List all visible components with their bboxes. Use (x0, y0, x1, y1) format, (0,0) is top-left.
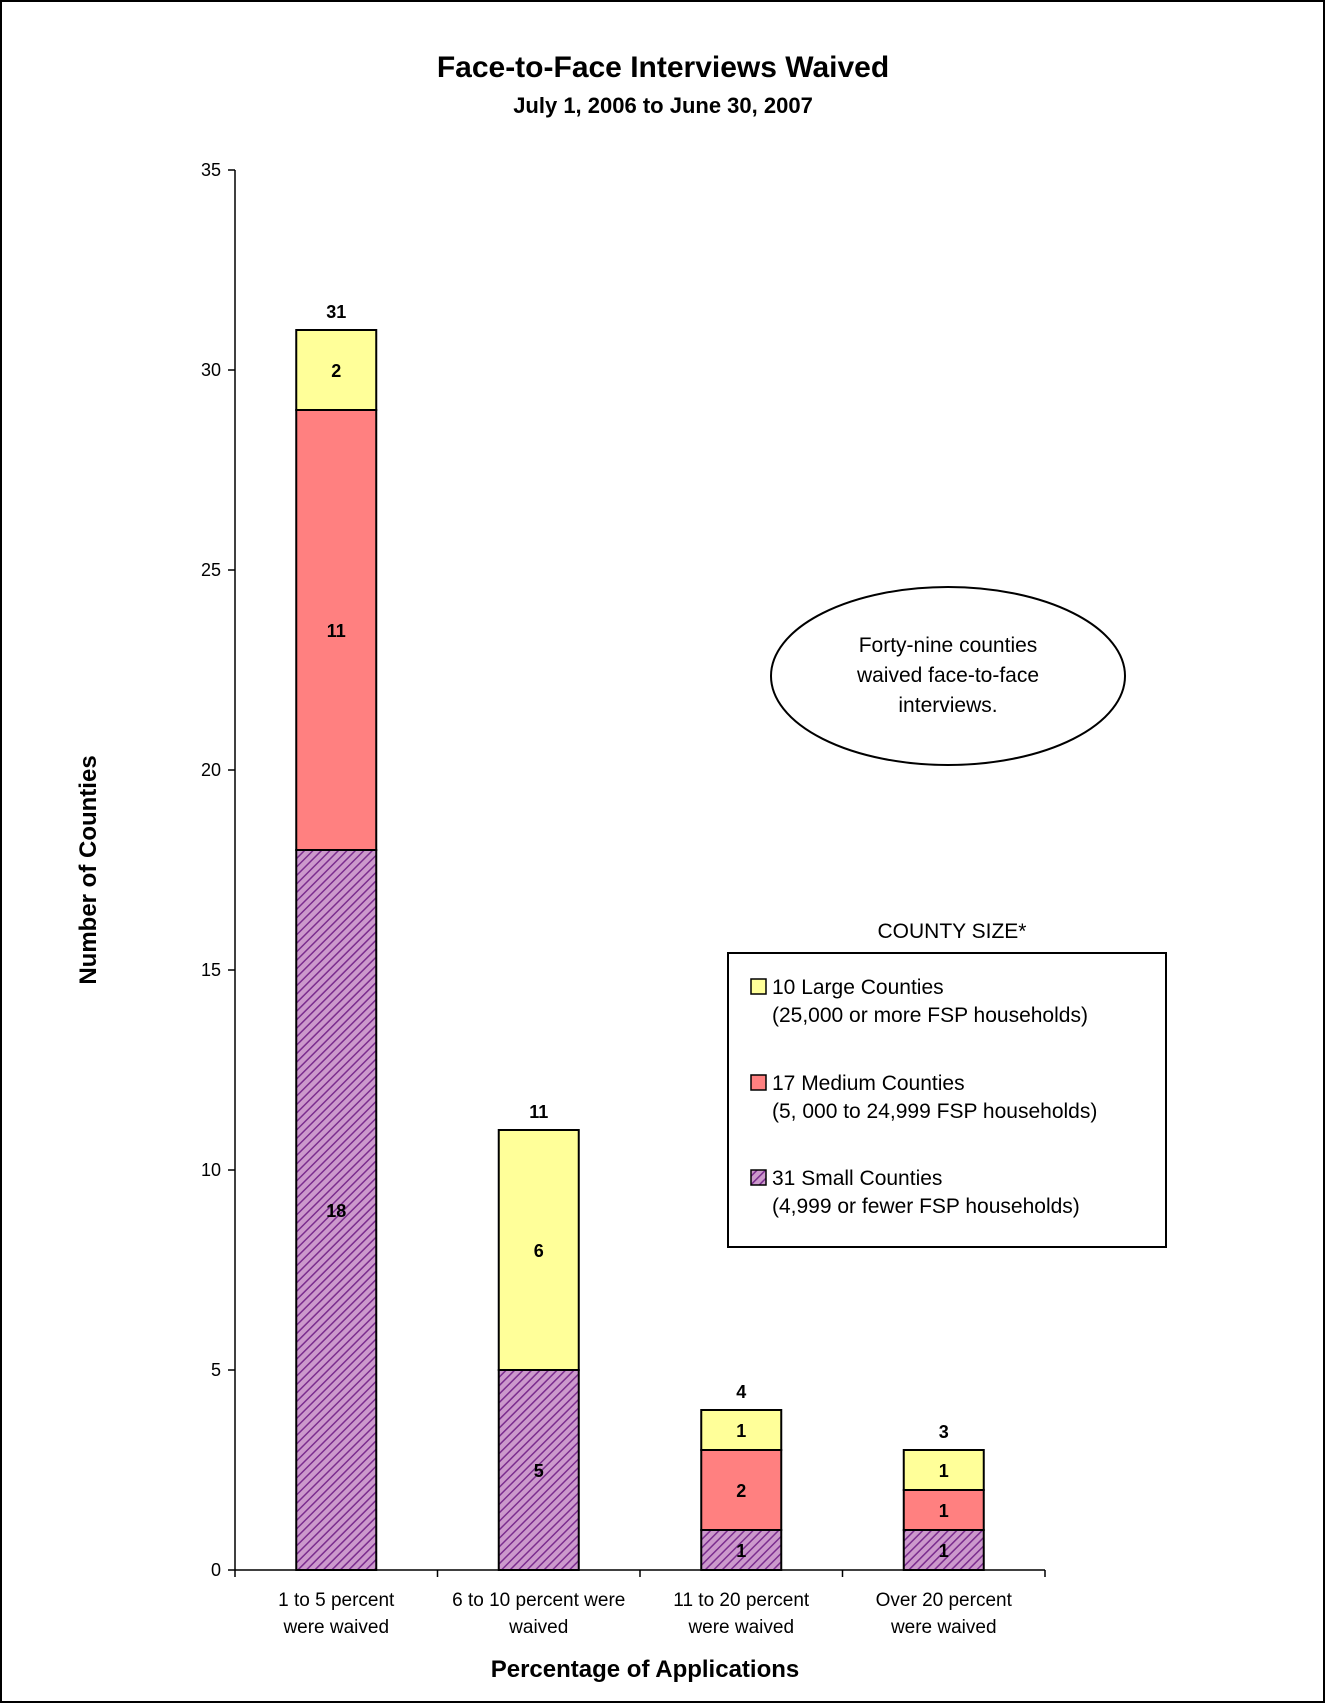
y-tick-label: 5 (211, 1360, 221, 1380)
data-label-large: 1 (736, 1421, 746, 1441)
bar-segment-small (902, 1529, 985, 1571)
x-category-label: were waived (890, 1617, 997, 1638)
data-label-medium: 11 (327, 621, 346, 641)
data-label-small: 1 (736, 1541, 746, 1561)
annotation-line-2: waived face-to-face (856, 664, 1039, 687)
y-axis-title: Number of Counties (75, 755, 102, 984)
bar-segment-small (700, 1529, 783, 1571)
y-tick-label: 20 (201, 760, 221, 780)
annotation-line-1: Forty-nine counties (859, 634, 1038, 657)
chart-subtitle: July 1, 2006 to June 30, 2007 (513, 93, 813, 118)
y-tick-label: 35 (201, 160, 221, 180)
y-tick-label: 30 (201, 360, 221, 380)
annotation-callout: Forty-nine counties waived face-to-face … (770, 586, 1126, 766)
x-category-label: 11 to 20 percent (673, 1590, 810, 1611)
legend-detail-small: (4,999 or fewer FSP households) (772, 1195, 1080, 1218)
data-label-medium: 1 (939, 1501, 949, 1521)
total-label: 4 (736, 1382, 746, 1402)
data-label-large: 2 (331, 361, 341, 381)
x-category-label: 1 to 5 percent (278, 1590, 395, 1611)
legend-title: COUNTY SIZE* (878, 920, 1027, 943)
total-label: 31 (326, 302, 346, 322)
data-label-small: 5 (534, 1461, 544, 1481)
bar-segment-large (497, 1129, 580, 1371)
y-tick-label: 15 (201, 960, 221, 980)
annotation-ellipse (770, 586, 1126, 766)
legend-label-large: 10 Large Counties (772, 976, 944, 999)
data-label-large: 1 (939, 1461, 949, 1481)
data-label-small: 18 (326, 1201, 346, 1221)
annotation-line-3: interviews. (898, 694, 997, 717)
legend-label-medium: 17 Medium Counties (772, 1072, 965, 1095)
legend-label-small: 31 Small Counties (772, 1167, 942, 1190)
x-category-label: were waived (687, 1617, 794, 1638)
bar-segment-large (700, 1409, 783, 1451)
x-axis-title: Percentage of Applications (491, 1656, 800, 1683)
bar-segment-small (497, 1369, 580, 1571)
y-tick-label: 10 (201, 1160, 221, 1180)
bar-segment-large (295, 329, 378, 411)
legend-swatch-large (750, 978, 767, 995)
total-label: 11 (529, 1102, 548, 1122)
bar-segment-medium (902, 1489, 985, 1531)
data-label-small: 1 (939, 1541, 949, 1561)
legend: 10 Large Counties (25,000 or more FSP ho… (727, 952, 1167, 1248)
legend-detail-large: (25,000 or more FSP households) (772, 1004, 1088, 1027)
legend-box (727, 952, 1167, 1248)
bar-segment-large (902, 1449, 985, 1491)
x-category-label: waived (508, 1617, 568, 1638)
chart-title: Face-to-Face Interviews Waived (437, 51, 889, 84)
total-label: 3 (939, 1422, 949, 1442)
legend-swatch-small (750, 1169, 767, 1186)
x-category-label: were waived (282, 1617, 389, 1638)
data-label-medium: 2 (736, 1481, 746, 1501)
legend-detail-medium: (5, 000 to 24,999 FSP households) (772, 1100, 1097, 1123)
y-tick-label: 0 (211, 1560, 221, 1580)
data-label-large: 6 (534, 1241, 544, 1261)
x-category-label: Over 20 percent (876, 1590, 1013, 1611)
y-tick-label: 25 (201, 560, 221, 580)
x-category-label: 6 to 10 percent were (452, 1590, 625, 1611)
legend-swatch-medium (750, 1074, 767, 1091)
